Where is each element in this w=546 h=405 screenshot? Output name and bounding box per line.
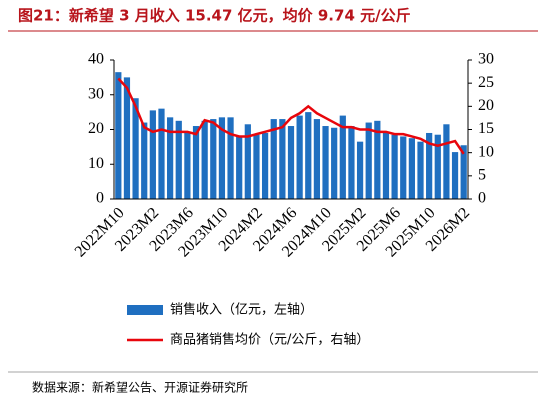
source-note: 数据来源：新希望公告、开源证券研究所: [32, 380, 248, 395]
y-tick-label: 20: [88, 120, 104, 137]
y2-tick-label: 10: [478, 143, 494, 160]
bar: [460, 145, 467, 199]
bar: [417, 141, 424, 199]
bar: [296, 115, 303, 199]
bar: [382, 132, 390, 199]
bar: [227, 117, 234, 199]
legend-label: 销售收入（亿元，左轴）: [170, 302, 313, 318]
bar: [141, 122, 148, 199]
bar: [132, 98, 139, 199]
bar: [356, 141, 364, 199]
bar: [287, 126, 295, 199]
bar: [408, 138, 415, 199]
y2-tick-label: 25: [478, 74, 494, 91]
y2-tick-label: 15: [478, 120, 494, 137]
bar: [348, 126, 355, 199]
bar: [218, 117, 226, 199]
bar: [400, 136, 407, 199]
bar: [167, 117, 174, 199]
bar: [253, 134, 260, 199]
line: [117, 77, 465, 155]
bar: [175, 120, 182, 199]
y2-tick-label: 20: [478, 97, 494, 114]
y-tick-label: 30: [88, 85, 104, 102]
bar: [236, 136, 243, 199]
bar: [339, 115, 346, 199]
legend-label: 商品猪销售均价（元/公斤，右轴）: [170, 332, 369, 348]
chart-title: 图21：新希望 3 月收入 15.47 亿元，均价 9.74 元/公斤: [18, 7, 411, 25]
y2-tick-label: 0: [478, 190, 486, 207]
bar: [365, 122, 372, 199]
bar: [261, 132, 269, 199]
x-tick-label: 2022M10: [72, 204, 128, 260]
bar: [322, 126, 329, 199]
bar: [210, 119, 217, 199]
bar: [270, 119, 277, 199]
bar: [244, 124, 251, 199]
y-tick-label: 10: [88, 155, 104, 172]
bar: [201, 120, 208, 199]
bar: [434, 134, 441, 199]
bar: [279, 119, 286, 199]
y-tick-label: 40: [88, 51, 104, 68]
bar: [305, 112, 312, 199]
bar: [149, 110, 156, 199]
bar: [443, 124, 450, 199]
legend-swatch: [127, 305, 163, 315]
bar: [451, 152, 459, 199]
y2-tick-label: 5: [478, 167, 486, 184]
bar: [426, 132, 433, 199]
bar: [331, 127, 338, 199]
bar: [123, 77, 131, 199]
bar: [115, 72, 122, 199]
bar: [391, 134, 398, 199]
bar: [184, 132, 191, 199]
y-tick-label: 0: [96, 190, 104, 207]
bar: [374, 120, 381, 199]
bar: [313, 119, 321, 199]
y2-tick-label: 30: [478, 51, 494, 68]
bar: [158, 108, 165, 199]
bar: [192, 126, 200, 199]
